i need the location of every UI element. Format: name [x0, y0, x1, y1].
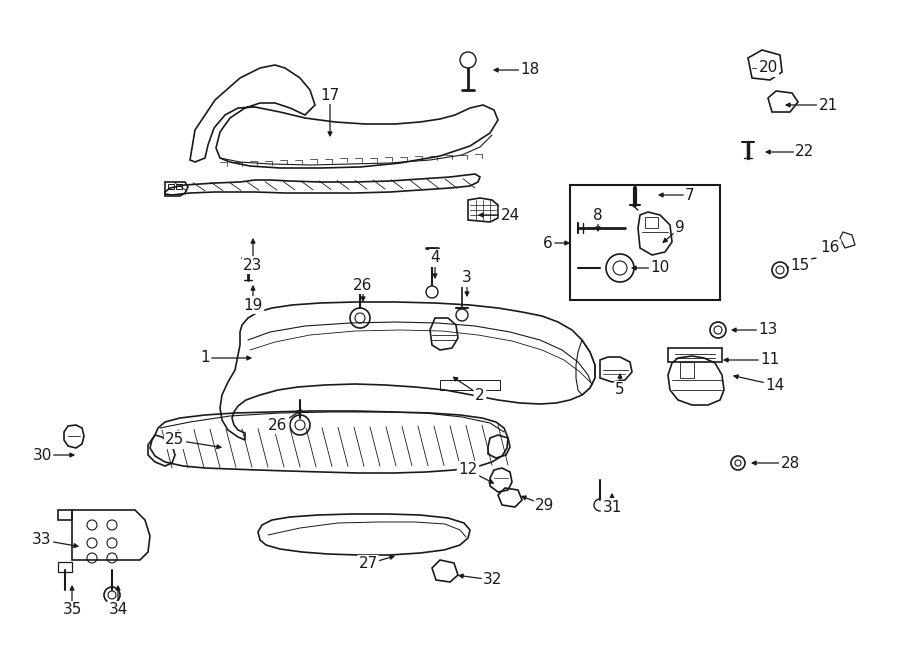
Text: 13: 13 — [759, 323, 778, 338]
Text: 21: 21 — [818, 98, 838, 112]
Text: 26: 26 — [354, 278, 373, 293]
Text: 1: 1 — [200, 350, 210, 366]
Text: 14: 14 — [765, 377, 785, 393]
Text: 24: 24 — [500, 208, 519, 223]
Text: 3: 3 — [462, 270, 472, 286]
Text: 23: 23 — [243, 258, 263, 272]
Text: 10: 10 — [651, 260, 670, 276]
Bar — [570, 185, 720, 300]
Text: 31: 31 — [602, 500, 622, 514]
Text: 19: 19 — [243, 297, 263, 313]
Text: 22: 22 — [796, 145, 814, 159]
Text: 20: 20 — [759, 61, 778, 75]
Text: 18: 18 — [520, 63, 540, 77]
Text: 16: 16 — [820, 241, 840, 256]
Text: 8: 8 — [593, 208, 603, 223]
Text: 26: 26 — [268, 418, 288, 432]
Text: 11: 11 — [760, 352, 779, 368]
Text: 25: 25 — [166, 432, 184, 447]
Text: 35: 35 — [62, 602, 82, 617]
Text: 9: 9 — [675, 221, 685, 235]
Text: 15: 15 — [790, 258, 810, 272]
Text: 28: 28 — [780, 455, 799, 471]
Text: 5: 5 — [616, 383, 625, 397]
Text: 34: 34 — [108, 602, 128, 617]
Text: 4: 4 — [430, 251, 440, 266]
Text: 17: 17 — [320, 87, 339, 102]
Text: 6: 6 — [543, 235, 553, 251]
Text: 30: 30 — [32, 447, 51, 463]
Text: 7: 7 — [685, 188, 695, 202]
Text: 33: 33 — [32, 533, 52, 547]
Text: 32: 32 — [483, 572, 503, 588]
Text: 29: 29 — [536, 498, 554, 512]
Text: 27: 27 — [358, 557, 378, 572]
Text: 2: 2 — [475, 387, 485, 403]
Text: 12: 12 — [458, 463, 478, 477]
